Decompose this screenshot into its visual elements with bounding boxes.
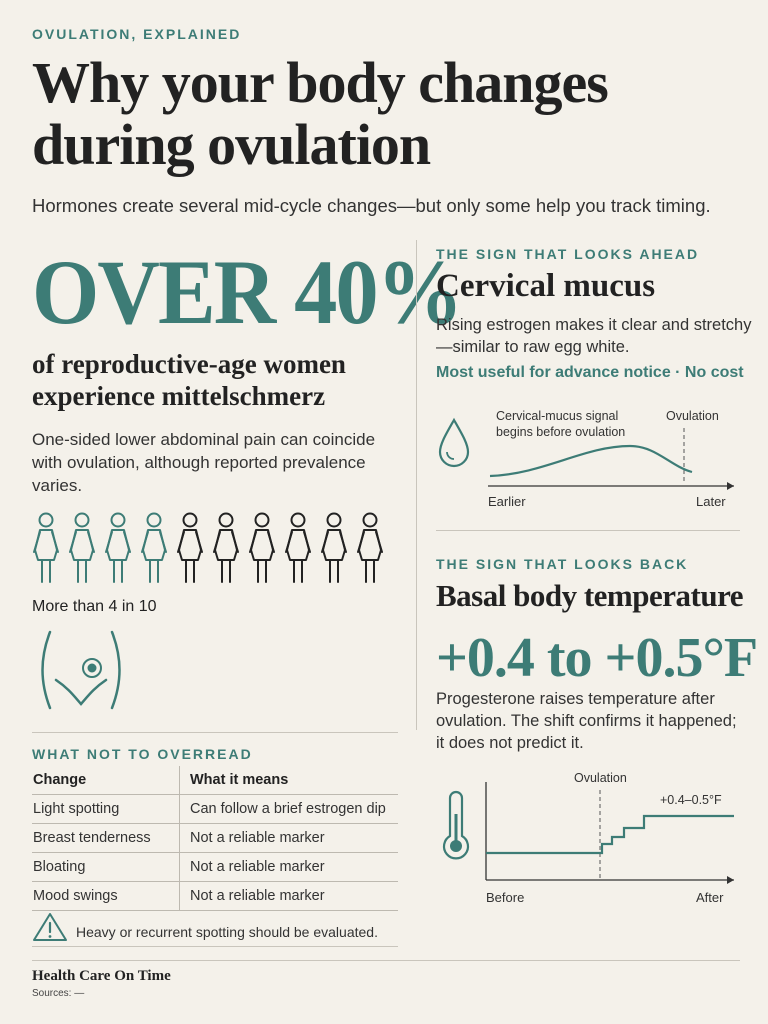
- sources-note: Sources: —: [32, 988, 85, 999]
- table-header-meaning: What it means: [179, 766, 398, 795]
- mittelschmerz-stat: OVER 40%: [32, 241, 463, 343]
- person-icon: [285, 512, 311, 583]
- person-highlighted-icon: [105, 512, 131, 583]
- person-highlighted-icon: [141, 512, 167, 583]
- footer-divider: [32, 960, 740, 961]
- mittelschmerz-caption: of reproductive-age women experience mit…: [32, 349, 346, 411]
- table-cell-change: Bloating: [32, 852, 180, 882]
- person-icon: [177, 512, 203, 583]
- table-row: Light spotting Can follow a brief estrog…: [32, 794, 398, 824]
- table-header-change: Change: [32, 766, 180, 795]
- brand-name: Health Care On Time: [32, 968, 171, 984]
- table-cell-meaning: Not a reliable marker: [179, 852, 398, 882]
- person-icon: [249, 512, 275, 583]
- warning-text: Heavy or recurrent spotting should be ev…: [76, 924, 378, 940]
- table-cell-meaning: Not a reliable marker: [179, 881, 398, 911]
- pelvis-pain-icon: [41, 630, 121, 710]
- bbt-shift-label: +0.4–0.5°F: [660, 793, 722, 807]
- bbt-x-end: After: [696, 890, 724, 905]
- mucus-x-end: Later: [696, 494, 726, 509]
- mucus-ovulation-label: Ovulation: [666, 409, 719, 423]
- person-highlighted-icon: [33, 512, 59, 583]
- bbt-title: Basal body temperature: [436, 578, 744, 613]
- bbt-stat: +0.4 to +0.5°F: [436, 627, 758, 689]
- bbt-chart: Ovulation +0.4–0.5°F Before After: [442, 771, 734, 905]
- mucus-note: Most useful for advance notice · No cost: [436, 364, 744, 381]
- mucus-chart: Cervical-mucus signal begins before ovul…: [438, 409, 734, 509]
- person-icon: [357, 512, 383, 583]
- bbt-kicker: THE SIGN THAT LOOKS BACK: [436, 556, 689, 572]
- header-kicker: OVULATION, EXPLAINED: [32, 26, 242, 42]
- bbt-x-start: Before: [486, 890, 524, 905]
- table-cell-change: Light spotting: [32, 794, 180, 824]
- droplet-icon: [438, 417, 470, 468]
- left-divider: [32, 732, 398, 733]
- mucus-annotation-line2: begins before ovulation: [496, 425, 625, 439]
- mucus-curve: [489, 444, 693, 478]
- mucus-kicker: THE SIGN THAT LOOKS AHEAD: [436, 246, 700, 262]
- bbt-body: Progesterone raises temperature after ov…: [436, 690, 737, 752]
- people-pictogram: [33, 512, 383, 583]
- warning-icon: [33, 913, 67, 941]
- table-header-row: Change What it means: [32, 766, 398, 795]
- bbt-ovulation-label: Ovulation: [574, 771, 627, 785]
- mucus-body: Rising estrogen makes it clear and stret…: [436, 316, 752, 356]
- thermometer-icon: [442, 790, 470, 860]
- column-divider: [416, 240, 417, 730]
- mucus-x-start: Earlier: [488, 494, 526, 509]
- table-row: Mood swings Not a reliable marker: [32, 881, 398, 911]
- mucus-annotation-line1: Cervical-mucus signal: [496, 409, 618, 423]
- table-cell-change: Mood swings: [32, 881, 180, 911]
- page-subtitle: Hormones create several mid-cycle change…: [32, 195, 711, 216]
- overread-table: Change What it means Light spotting Can …: [32, 766, 398, 911]
- table-row: Bloating Not a reliable marker: [32, 852, 398, 882]
- people-label: More than 4 in 10: [32, 598, 157, 615]
- mucus-title: Cervical mucus: [436, 268, 656, 304]
- person-highlighted-icon: [69, 512, 95, 583]
- overread-kicker: WHAT NOT TO OVERREAD: [32, 746, 253, 762]
- table-cell-meaning: Not a reliable marker: [179, 823, 398, 853]
- bbt-line: [486, 814, 734, 855]
- table-row: Breast tenderness Not a reliable marker: [32, 823, 398, 853]
- person-icon: [213, 512, 239, 583]
- table-cell-change: Breast tenderness: [32, 823, 180, 853]
- mittelschmerz-body: One-sided lower abdominal pain can coinc…: [32, 430, 376, 495]
- page-title: Why your body changes during ovulation: [32, 50, 609, 177]
- warning-box: [33, 913, 67, 941]
- table-cell-meaning: Can follow a brief estrogen dip: [179, 794, 398, 824]
- right-divider: [436, 530, 740, 531]
- person-icon: [321, 512, 347, 583]
- warning-divider: [32, 946, 398, 947]
